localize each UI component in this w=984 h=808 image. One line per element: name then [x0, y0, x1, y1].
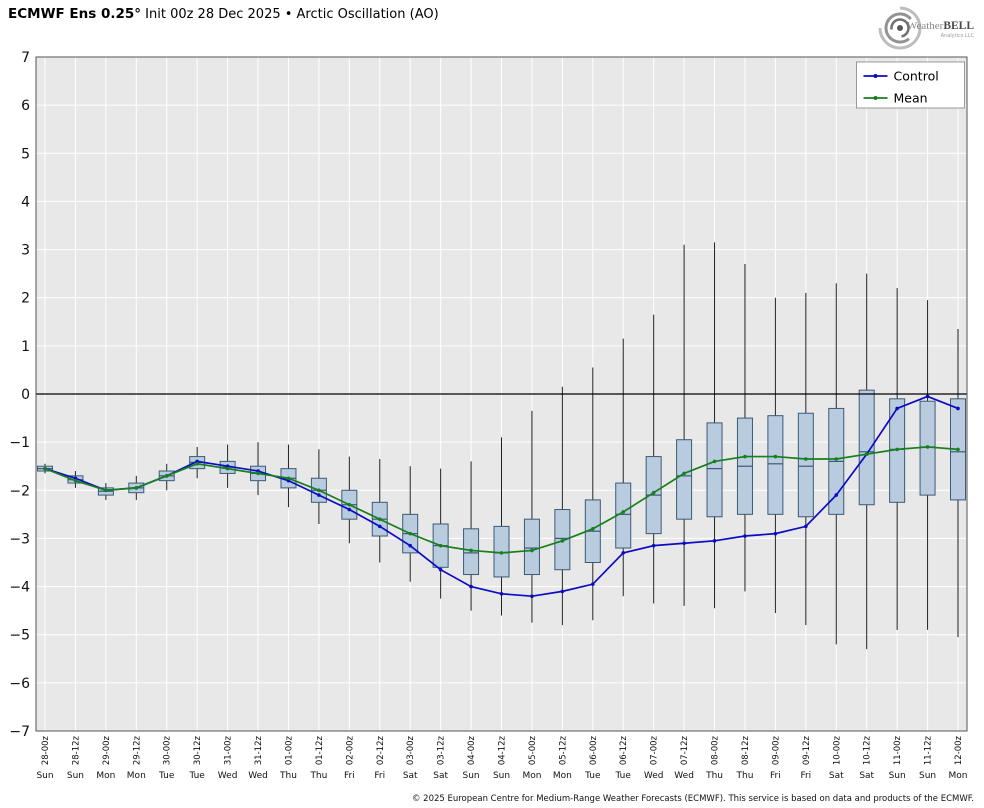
- svg-text:Fri: Fri: [344, 771, 355, 781]
- svg-text:08-12z: 08-12z: [741, 735, 751, 765]
- logo-wordmark: WeatherBELL: [907, 20, 974, 32]
- svg-text:28-12z: 28-12z: [71, 735, 81, 765]
- svg-text:Tue: Tue: [584, 771, 601, 781]
- svg-text:12-00z: 12-00z: [954, 735, 964, 765]
- svg-text:30-00z: 30-00z: [163, 735, 173, 765]
- svg-text:Thu: Thu: [736, 771, 754, 781]
- svg-text:Wed: Wed: [248, 771, 268, 781]
- svg-text:31-12z: 31-12z: [254, 735, 264, 765]
- svg-text:−4: −4: [9, 580, 30, 596]
- copyright-footer: © 2025 European Centre for Medium-Range …: [411, 794, 974, 804]
- svg-text:10-00z: 10-00z: [832, 735, 842, 765]
- svg-text:02-12z: 02-12z: [376, 735, 386, 765]
- svg-text:Tue: Tue: [188, 771, 205, 781]
- svg-text:Sat: Sat: [859, 771, 874, 781]
- page-title-init: Init 00z 28 Dec 2025 • Arctic Oscillatio…: [141, 7, 439, 22]
- svg-text:Sat: Sat: [829, 771, 844, 781]
- svg-text:04-12z: 04-12z: [498, 735, 508, 765]
- svg-text:Sun: Sun: [36, 771, 53, 781]
- plot-border: [35, 56, 968, 732]
- svg-text:4: 4: [21, 194, 30, 210]
- svg-text:Sun: Sun: [463, 771, 480, 781]
- svg-text:Mon: Mon: [553, 771, 572, 781]
- svg-text:29-00z: 29-00z: [102, 735, 112, 765]
- svg-text:−7: −7: [9, 724, 30, 740]
- svg-text:06-12z: 06-12z: [619, 735, 629, 765]
- svg-text:03-00z: 03-00z: [406, 735, 416, 765]
- day-of-week-labels: Sun Sun Mon Mon Tue Tue Wed Wed Thu Thu Fri Fri Sat S…: [36, 771, 967, 781]
- svg-text:30-12z: 30-12z: [193, 735, 203, 765]
- weatherbell-logo: WeatherBELL Analytics LLC: [878, 6, 975, 50]
- svg-text:05-12z: 05-12z: [558, 735, 568, 765]
- svg-text:10-12z: 10-12z: [863, 735, 873, 765]
- svg-text:Sat: Sat: [433, 771, 448, 781]
- hurricane-swirl-icon: [878, 6, 922, 50]
- mean-line: [43, 445, 960, 555]
- control-line: [43, 394, 960, 598]
- svg-text:7: 7: [21, 50, 30, 66]
- svg-text:Mon: Mon: [949, 771, 968, 781]
- svg-text:07-12z: 07-12z: [680, 735, 690, 765]
- svg-text:04-00z: 04-00z: [467, 735, 477, 765]
- svg-text:2: 2: [21, 291, 30, 307]
- svg-text:Thu: Thu: [309, 771, 327, 781]
- page-title: ECMWF Ens 0.25° Init 00z 28 Dec 2025 • A…: [8, 6, 439, 22]
- logo-bell-text: BELL: [943, 20, 974, 32]
- svg-text:Thu: Thu: [279, 771, 297, 781]
- svg-text:Sun: Sun: [67, 771, 84, 781]
- svg-text:11-12z: 11-12z: [924, 735, 934, 765]
- svg-text:29-12z: 29-12z: [132, 735, 142, 765]
- svg-text:1: 1: [21, 339, 30, 355]
- svg-text:03-12z: 03-12z: [437, 735, 447, 765]
- svg-text:−6: −6: [9, 676, 30, 692]
- svg-text:3: 3: [21, 243, 30, 259]
- svg-text:Fri: Fri: [770, 771, 781, 781]
- svg-text:6: 6: [21, 98, 30, 114]
- svg-text:Fri: Fri: [374, 771, 385, 781]
- svg-text:09-00z: 09-00z: [771, 735, 781, 765]
- svg-text:5: 5: [21, 146, 30, 162]
- svg-text:07-00z: 07-00z: [650, 735, 660, 765]
- svg-text:02-00z: 02-00z: [345, 735, 355, 765]
- svg-text:31-00z: 31-00z: [224, 735, 234, 765]
- svg-text:Mon: Mon: [522, 771, 541, 781]
- svg-text:Sat: Sat: [403, 771, 418, 781]
- svg-text:Thu: Thu: [705, 771, 723, 781]
- svg-text:−2: −2: [9, 483, 30, 499]
- svg-text:Tue: Tue: [158, 771, 175, 781]
- svg-text:Wed: Wed: [674, 771, 694, 781]
- legend-label-control: Control: [894, 69, 939, 84]
- legend-label-mean: Mean: [894, 91, 928, 106]
- svg-text:Sun: Sun: [889, 771, 906, 781]
- svg-text:28-00z: 28-00z: [41, 735, 51, 765]
- svg-text:Tue: Tue: [615, 771, 632, 781]
- legend: Control Mean: [856, 61, 965, 109]
- logo-weather-text: Weather: [907, 20, 944, 32]
- svg-text:Mon: Mon: [127, 771, 146, 781]
- svg-text:−3: −3: [9, 531, 30, 547]
- svg-text:06-00z: 06-00z: [589, 735, 599, 765]
- svg-text:Fri: Fri: [800, 771, 811, 781]
- page-title-model: ECMWF Ens 0.25°: [8, 6, 142, 22]
- svg-text:01-12z: 01-12z: [315, 735, 325, 765]
- svg-text:Sun: Sun: [493, 771, 510, 781]
- svg-text:05-00z: 05-00z: [528, 735, 538, 765]
- svg-text:Wed: Wed: [644, 771, 664, 781]
- logo-subtext: Analytics LLC: [941, 33, 975, 39]
- svg-text:08-00z: 08-00z: [711, 735, 721, 765]
- svg-text:11-00z: 11-00z: [893, 735, 903, 765]
- svg-text:Wed: Wed: [218, 771, 238, 781]
- svg-text:01-00z: 01-00z: [284, 735, 294, 765]
- svg-text:Sun: Sun: [919, 771, 936, 781]
- svg-text:09-12z: 09-12z: [802, 735, 812, 765]
- svg-text:−5: −5: [9, 628, 30, 644]
- y-axis-labels: 7 6 5 4 3 2 1 0 −1 −2 −3 −4 −5 −6 −7: [9, 50, 30, 740]
- x-axis-labels: 28-00z 28-12z 29-00z 29-12z 30-00z 30-12z 31-0…: [41, 735, 964, 765]
- svg-text:0: 0: [21, 387, 30, 403]
- svg-text:Mon: Mon: [96, 771, 115, 781]
- svg-text:−1: −1: [9, 435, 30, 451]
